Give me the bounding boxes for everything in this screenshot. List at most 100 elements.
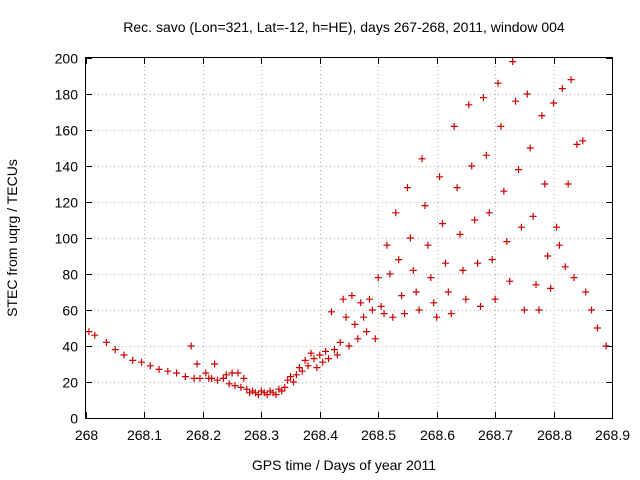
chart-title: Rec. savo (Lon=321, Lat=-12, h=HE), days…: [123, 19, 565, 35]
data-point: [202, 369, 210, 377]
data-point: [415, 306, 423, 314]
data-point: [459, 266, 467, 274]
data-point: [272, 391, 280, 399]
data-point: [535, 306, 543, 314]
data-point: [91, 331, 99, 339]
data-point: [401, 310, 409, 318]
data-point: [196, 374, 204, 382]
data-point: [243, 385, 251, 393]
data-point: [254, 391, 262, 399]
y-tick-label: 120: [55, 195, 79, 211]
data-point: [234, 369, 242, 377]
x-tick-labels: 268 268.1 268.2 268.3 268.4 268.5 268.6 268.7 26…: [75, 427, 630, 443]
data-point: [211, 360, 219, 368]
data-point: [348, 292, 356, 300]
data-point: [482, 151, 490, 159]
data-point: [386, 270, 394, 278]
y-tick-label: 20: [62, 375, 78, 391]
data-point: [389, 313, 397, 321]
data-point: [281, 383, 289, 391]
data-point: [547, 284, 555, 292]
data-point: [409, 266, 417, 274]
data-point: [173, 369, 181, 377]
data-point: [538, 112, 546, 120]
data-point: [453, 184, 461, 192]
data-point: [532, 281, 540, 289]
data-point: [421, 202, 429, 210]
data-point: [424, 241, 432, 249]
data-point: [219, 374, 227, 382]
data-point: [412, 288, 420, 296]
data-point: [316, 351, 324, 359]
data-point: [582, 288, 590, 296]
data-point: [85, 328, 93, 336]
data-point: [380, 310, 388, 318]
data-point: [354, 335, 362, 343]
data-points: [85, 58, 610, 399]
y-tick-label: 180: [55, 87, 79, 103]
y-tick-label: 60: [62, 303, 78, 319]
data-point: [371, 335, 379, 343]
x-tick-label: 268.4: [303, 427, 338, 443]
data-point: [292, 371, 300, 379]
data-point: [228, 369, 236, 377]
data-point: [278, 387, 286, 395]
data-point: [552, 223, 560, 231]
grid-lines: [86, 58, 612, 418]
data-point: [479, 94, 487, 102]
data-point: [284, 376, 292, 384]
x-tick-label: 268.2: [186, 427, 221, 443]
data-point: [263, 391, 271, 399]
x-tick-label: 268.6: [420, 427, 455, 443]
data-point: [327, 308, 335, 316]
x-tick-label: 268.1: [127, 427, 162, 443]
x-tick-label: 268.3: [244, 427, 279, 443]
data-point: [322, 347, 330, 355]
data-point: [444, 288, 452, 296]
data-point: [138, 358, 146, 366]
data-point: [342, 313, 350, 321]
x-tick-label: 268: [75, 427, 99, 443]
data-point: [313, 364, 321, 372]
data-point: [237, 383, 245, 391]
data-point: [602, 342, 610, 350]
data-point: [214, 376, 221, 384]
y-axis-label: STEC from uqrg / TECUs: [4, 159, 20, 317]
x-tick-label: 268.7: [478, 427, 513, 443]
data-point: [325, 355, 333, 363]
data-point: [301, 356, 309, 364]
data-point: [231, 382, 239, 390]
data-point: [339, 295, 347, 303]
data-point: [377, 302, 385, 310]
data-point: [289, 378, 297, 386]
data-point: [477, 302, 484, 310]
data-point: [436, 173, 444, 181]
data-point: [488, 256, 496, 264]
data-point: [345, 342, 353, 350]
data-point: [190, 374, 198, 382]
x-tick-label: 268.5: [361, 427, 396, 443]
y-tick-labels: 0 20 40 60 80 100 120 140 160 180 200: [55, 51, 79, 427]
data-point: [295, 364, 303, 372]
data-point: [374, 274, 382, 282]
data-point: [544, 252, 552, 260]
data-point: [395, 256, 403, 264]
data-point: [456, 230, 464, 238]
data-point: [193, 360, 201, 368]
data-point: [365, 295, 373, 303]
data-point: [146, 362, 154, 370]
data-point: [418, 155, 426, 163]
data-point: [471, 216, 479, 224]
y-tick-label: 160: [55, 123, 79, 139]
y-tick-label: 200: [55, 51, 79, 67]
y-tick-label: 40: [62, 339, 78, 355]
data-point: [570, 274, 578, 282]
data-point: [588, 306, 596, 314]
data-point: [383, 241, 391, 249]
x-tick-label: 268.8: [537, 427, 572, 443]
data-point: [368, 306, 376, 314]
data-point: [523, 90, 531, 98]
data-point: [330, 346, 338, 354]
data-point: [503, 238, 511, 246]
